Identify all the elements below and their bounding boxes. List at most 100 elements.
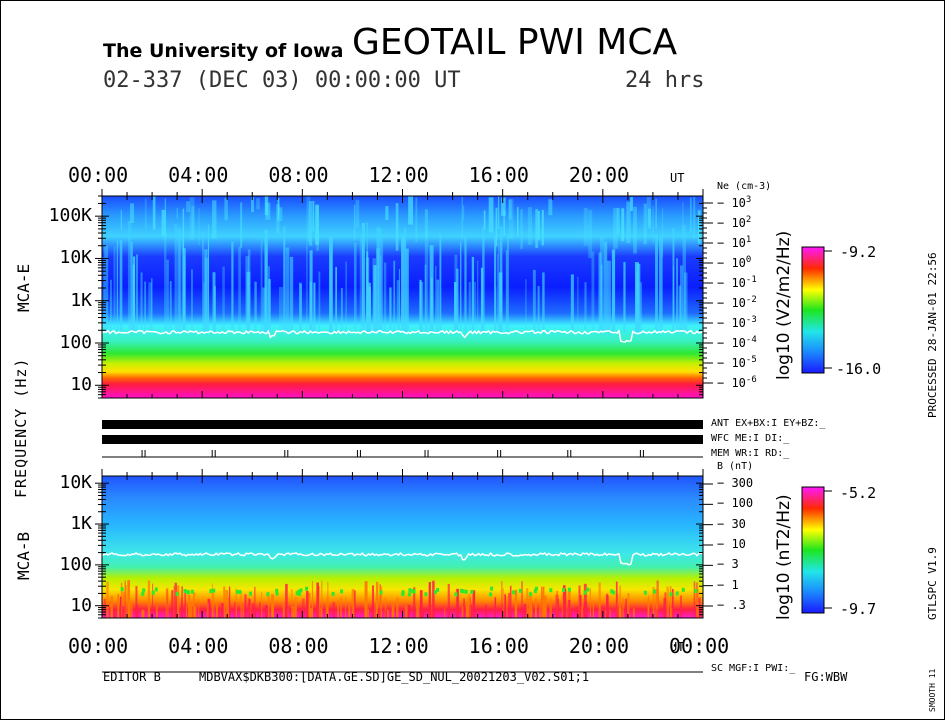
mca-e-burst bbox=[480, 267, 484, 333]
mca-b-burst bbox=[456, 588, 459, 618]
mca-e-burst bbox=[497, 254, 499, 333]
institution-title: The University of Iowa bbox=[103, 40, 344, 62]
b-tick-label: − 1 bbox=[717, 577, 739, 592]
mca-e-burst bbox=[439, 233, 442, 333]
mca-b-burst bbox=[472, 590, 476, 618]
mca-e-burst bbox=[395, 203, 399, 251]
mca-e-burst bbox=[483, 210, 486, 230]
b-tick-label: − 10 bbox=[717, 537, 746, 551]
mca-e-burst bbox=[306, 196, 311, 242]
mca-e-burst bbox=[495, 286, 497, 333]
mca-b-burst bbox=[647, 595, 650, 618]
mca-b-burst bbox=[292, 606, 295, 618]
mca-b-burst bbox=[463, 598, 465, 618]
mca-b-colorbar bbox=[801, 486, 825, 614]
mca-e-burst bbox=[182, 248, 186, 333]
bottom-time-label: 04:00 bbox=[168, 634, 229, 658]
mca-b-burst bbox=[135, 605, 139, 618]
mca-e-burst bbox=[401, 234, 405, 333]
mca-b-green-blob bbox=[681, 587, 685, 592]
mca-e-burst bbox=[345, 261, 348, 333]
mca-e-burst bbox=[355, 199, 360, 228]
mca-b-green-blob bbox=[489, 592, 493, 597]
mca-e-burst bbox=[353, 242, 357, 333]
mca-e-burst bbox=[130, 241, 133, 333]
mca-e-burst bbox=[454, 254, 458, 333]
mca-e-burst bbox=[461, 196, 463, 240]
mca-b-green-blob bbox=[120, 587, 124, 592]
bottom-time-label: 00:00 bbox=[68, 634, 129, 658]
mca-e-burst bbox=[353, 204, 356, 241]
mca-b-burst bbox=[622, 598, 625, 618]
mca-e-burst bbox=[278, 287, 283, 333]
mca-b-burst bbox=[583, 583, 587, 618]
mca-b-burst bbox=[530, 602, 533, 618]
mca-e-burst bbox=[191, 269, 193, 333]
mca-e-burst bbox=[471, 256, 475, 333]
mca-b-burst bbox=[386, 609, 389, 618]
mca-e-burst bbox=[224, 197, 228, 221]
mca-e-burst bbox=[182, 237, 184, 333]
mca-e-burst bbox=[212, 272, 216, 333]
ut-label-top: UT bbox=[670, 171, 685, 185]
mca-b-burst bbox=[539, 603, 541, 618]
mca-e-burst bbox=[285, 247, 290, 333]
mca-b-green-blob bbox=[275, 591, 279, 596]
mca-b-burst bbox=[556, 598, 560, 618]
mca-e-burst bbox=[396, 280, 400, 333]
mca-b-freq-label: 100 bbox=[59, 553, 92, 575]
mca-e-burst bbox=[231, 241, 234, 333]
mca-b-burst bbox=[627, 593, 630, 618]
mca-b-burst bbox=[523, 603, 527, 618]
mca-b-burst bbox=[367, 609, 369, 618]
mca-b-burst bbox=[248, 599, 251, 618]
mca-e-burst bbox=[456, 268, 459, 333]
mca-e-burst bbox=[588, 209, 593, 259]
mca-e-burst bbox=[212, 200, 217, 239]
mca-e-burst bbox=[119, 240, 123, 333]
mca-e-burst bbox=[537, 286, 540, 333]
fg-label: FG:WBW bbox=[804, 670, 848, 684]
mca-b-burst bbox=[506, 596, 508, 618]
mca-b-green-blob bbox=[512, 590, 516, 595]
mca-b-burst bbox=[671, 588, 674, 618]
mca-e-burst bbox=[330, 252, 332, 333]
ne-axis-title: Ne (cm-3) bbox=[717, 181, 772, 192]
mca-b-green-blob bbox=[379, 590, 383, 595]
mca-e-burst bbox=[389, 287, 392, 333]
mca-b-burst bbox=[184, 590, 187, 618]
mca-e-burst bbox=[468, 282, 471, 333]
mca-b-green-blob bbox=[183, 589, 187, 594]
smooth-label: SMOOTH 11 bbox=[928, 668, 937, 712]
mca-b-burst bbox=[598, 582, 601, 618]
mca-b-burst bbox=[670, 608, 673, 618]
mca-b-burst bbox=[122, 606, 125, 618]
mca-e-burst bbox=[635, 262, 639, 333]
mca-e-burst bbox=[377, 228, 382, 333]
mca-e-burst bbox=[508, 199, 512, 220]
ne-tick-label: − 103 bbox=[717, 195, 752, 210]
mca-b-burst bbox=[444, 608, 446, 618]
mca-b-x-axis bbox=[101, 469, 704, 618]
mca-e-burst bbox=[380, 255, 382, 333]
mca-b-freq-label: 10K bbox=[59, 472, 92, 494]
mca-e-burst bbox=[264, 196, 269, 216]
mca-e-burst bbox=[403, 228, 407, 333]
mca-e-burst bbox=[164, 236, 167, 333]
mca-e-burst bbox=[474, 282, 476, 333]
mca-b-green-blob bbox=[675, 591, 679, 596]
mca-e-burst bbox=[464, 236, 467, 333]
mca-b-burst bbox=[135, 585, 138, 618]
mca-b-panel-label: MCA-B bbox=[14, 531, 33, 580]
mca-e-burst bbox=[254, 281, 257, 333]
mca-b-green-blob bbox=[490, 586, 494, 591]
mca-b-burst bbox=[165, 587, 169, 618]
mca-b-burst bbox=[259, 602, 261, 618]
mca-e-burst bbox=[655, 234, 658, 333]
mca-b-burst bbox=[235, 588, 238, 618]
ne-tick-label: − 101 bbox=[717, 235, 752, 250]
mca-b-green-blob bbox=[190, 589, 194, 594]
mca-e-ne-axis bbox=[703, 202, 713, 384]
processed-label: PROCESSED 28-JAN-01 22:56 bbox=[926, 252, 939, 418]
mca-b-green-blob bbox=[529, 592, 533, 597]
